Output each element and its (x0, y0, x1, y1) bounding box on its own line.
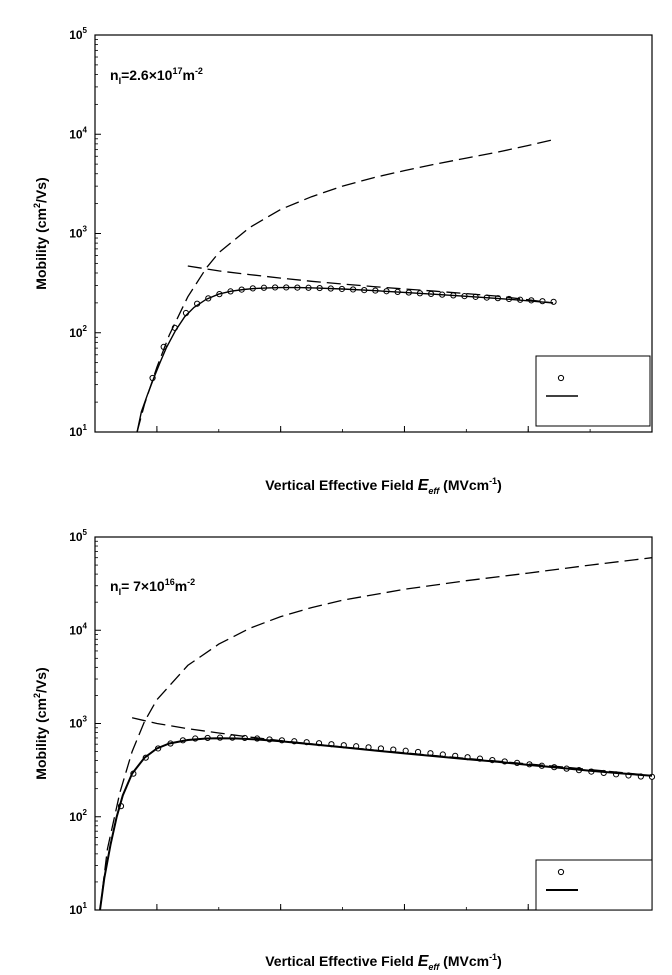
legend-box (535, 859, 653, 911)
y-axis-title: Mobility (cm2/Vs) (32, 667, 49, 779)
limited-mobility-curve (131, 717, 653, 777)
series-modelled-mobility (99, 737, 653, 911)
chart-panel-b: 101 102 103 104 105 Vertical Effective Field … (32, 528, 656, 972)
y-tick-label: 102 (69, 324, 87, 340)
series-sr-limited (187, 265, 554, 304)
limited-mobility-curve (187, 265, 554, 304)
y-tick-label: 101 (69, 423, 87, 439)
y-tick-label: 105 (69, 26, 87, 42)
density-label: nI=2.6×1017m-2 (110, 66, 203, 86)
series-coulomb-limited (136, 139, 554, 433)
modelled-curve (136, 286, 554, 433)
legend-marker (557, 374, 565, 382)
legend-marker (557, 868, 565, 876)
y-tick-label: 103 (69, 715, 87, 731)
y-tick-label: 105 (69, 528, 87, 544)
y-tick-label: 104 (69, 621, 87, 637)
legend (535, 355, 651, 427)
y-tick-label: 103 (69, 225, 87, 241)
density-label: nI= 7×1016m-2 (110, 577, 195, 597)
series-measured-mobility (149, 284, 557, 382)
series-sr-limited (131, 717, 653, 777)
limited-mobility-curve (99, 557, 653, 911)
series-coulomb-limited (99, 557, 653, 911)
chart-panel-a: 101 102 103 104 105 Vertical Effective Field … (32, 26, 653, 496)
series-measured-mobility (117, 734, 656, 810)
measured-point (550, 298, 557, 305)
modelled-curve (99, 737, 653, 911)
legend (535, 859, 653, 911)
y-tick-label: 102 (69, 808, 87, 824)
x-axis-title: Vertical Effective Field Eeff (MVcm-1) (265, 476, 502, 496)
x-axis-title: Vertical Effective Field Eeff (MVcm-1) (265, 952, 502, 972)
y-axis-title: Mobility (cm2/Vs) (32, 177, 49, 289)
legend-box (535, 355, 651, 427)
limited-mobility-curve (136, 139, 554, 433)
y-tick-label: 104 (69, 125, 87, 141)
series-modelled-mobility (136, 286, 554, 433)
y-tick-label: 101 (69, 901, 87, 917)
